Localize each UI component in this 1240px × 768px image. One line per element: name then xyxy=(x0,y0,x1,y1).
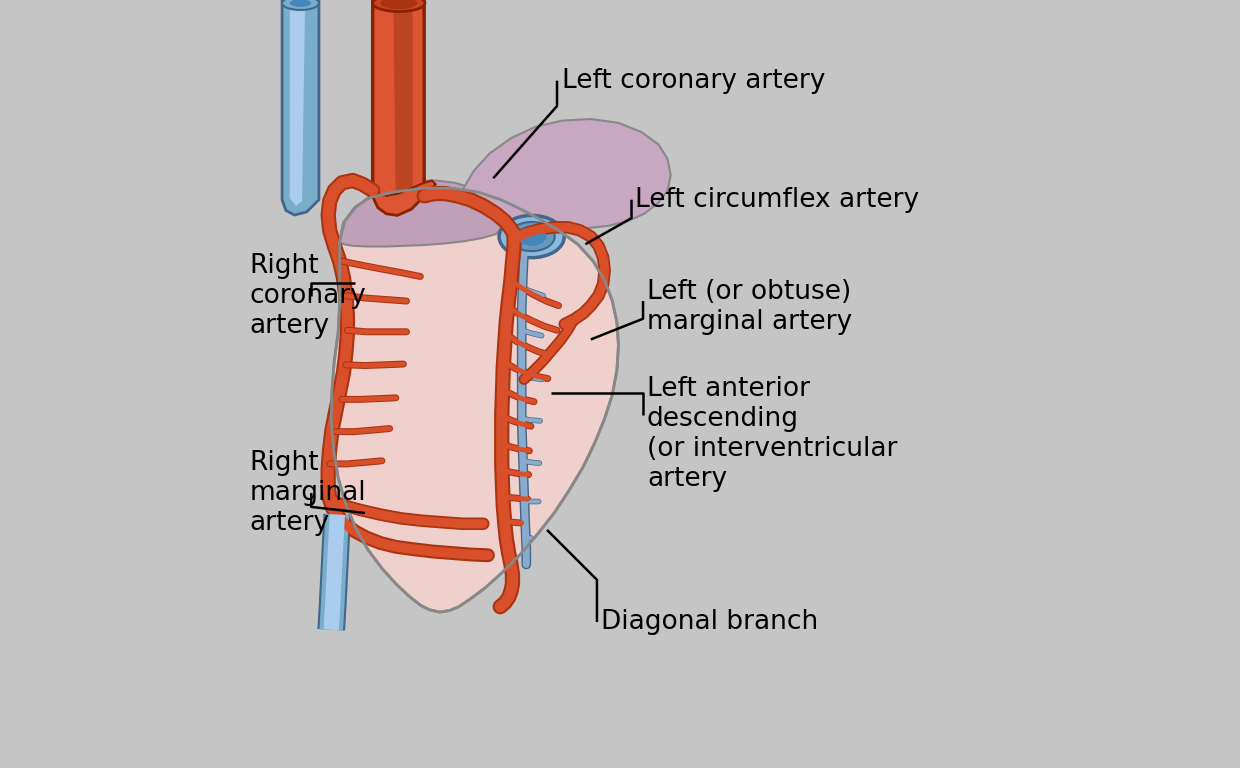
Text: Right
coronary
artery: Right coronary artery xyxy=(249,253,367,339)
Polygon shape xyxy=(357,178,435,215)
Polygon shape xyxy=(281,0,319,215)
Polygon shape xyxy=(373,0,424,215)
Text: Left (or obtuse)
marginal artery: Left (or obtuse) marginal artery xyxy=(647,280,852,335)
Ellipse shape xyxy=(498,216,564,258)
Ellipse shape xyxy=(508,222,554,251)
Ellipse shape xyxy=(381,0,417,9)
Ellipse shape xyxy=(517,227,547,246)
Ellipse shape xyxy=(290,0,311,7)
Polygon shape xyxy=(340,180,505,247)
Text: Left circumflex artery: Left circumflex artery xyxy=(635,187,920,213)
Text: Left coronary artery: Left coronary artery xyxy=(563,68,826,94)
Polygon shape xyxy=(459,119,671,229)
Polygon shape xyxy=(393,0,413,204)
Text: Left anterior
descending
(or interventricular
artery: Left anterior descending (or interventri… xyxy=(647,376,898,492)
Ellipse shape xyxy=(373,0,425,12)
Text: Diagonal branch: Diagonal branch xyxy=(601,609,818,635)
Text: Right
marginal
artery: Right marginal artery xyxy=(249,450,367,536)
Polygon shape xyxy=(331,188,619,612)
Ellipse shape xyxy=(281,0,319,10)
Polygon shape xyxy=(290,0,305,206)
